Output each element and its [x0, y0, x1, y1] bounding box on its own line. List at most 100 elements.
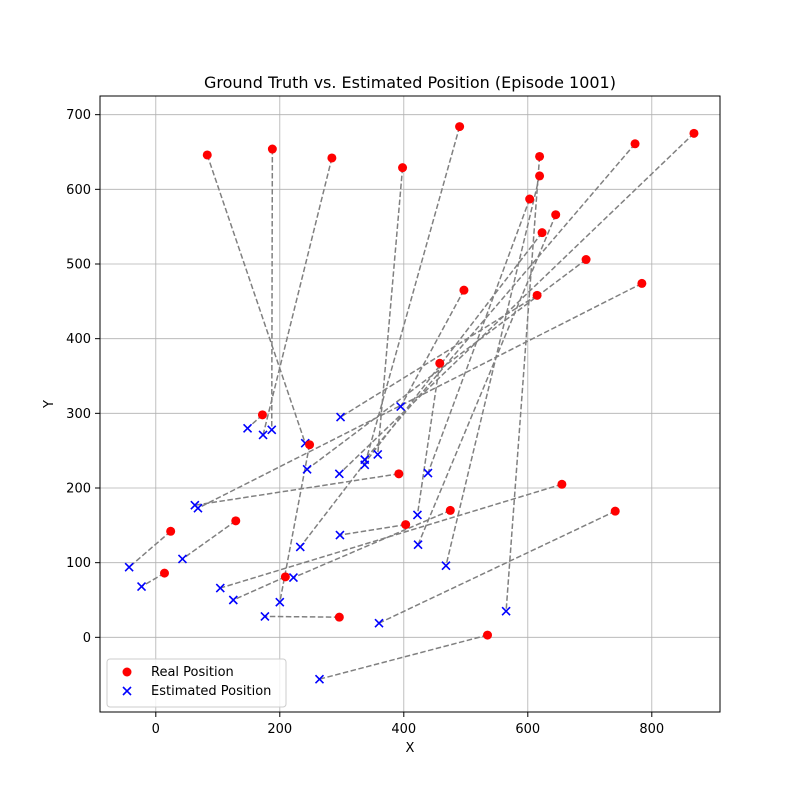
estimated-position-point	[396, 402, 406, 412]
estimated-position-point	[215, 583, 225, 593]
connector-line	[339, 523, 406, 536]
x-axis-label: X	[406, 741, 415, 756]
estimated-position-point	[260, 611, 270, 621]
y-tick-label: 700	[66, 108, 91, 123]
estimated-position-point	[501, 606, 511, 616]
real-position-point	[551, 210, 561, 220]
legend-box	[106, 658, 287, 708]
real-position-point	[280, 572, 290, 582]
x-tick-label: 600	[515, 722, 540, 737]
x-tick-label: 200	[267, 722, 292, 737]
real-position-point	[689, 128, 699, 138]
real-position-point	[267, 144, 277, 154]
grid	[100, 96, 720, 712]
estimated-position-point	[242, 423, 253, 433]
connector-line	[264, 615, 340, 618]
connector-line	[182, 520, 237, 560]
estimated-position-point	[190, 500, 200, 510]
connector-line	[262, 157, 333, 436]
connector-line	[364, 143, 636, 461]
connector-line	[445, 175, 541, 566]
connector-line	[206, 154, 306, 444]
connector-line	[299, 232, 543, 548]
real-position-point	[257, 410, 267, 420]
y-tick-label: 200	[66, 482, 91, 497]
estimated-position-point	[258, 430, 268, 440]
real-position-point	[455, 122, 465, 132]
connector-line	[416, 363, 441, 515]
y-tick-label: 0	[83, 631, 91, 646]
connector-line	[417, 214, 557, 546]
connector-line	[364, 126, 461, 466]
estimated-position-point	[335, 412, 346, 422]
real-position-point	[305, 440, 315, 450]
x-tick-label: 0	[152, 722, 160, 737]
chart-title: Ground Truth vs. Estimated Position (Epi…	[204, 73, 616, 92]
estimated-points	[124, 402, 511, 684]
real-position-point	[581, 255, 591, 265]
legend-real-marker	[122, 667, 132, 677]
connector-line	[128, 530, 172, 568]
real-position-point	[525, 194, 535, 204]
legend: Real Position Estimated Position	[106, 658, 287, 708]
estimated-position-point	[335, 530, 345, 540]
plot-frame	[99, 95, 721, 713]
real-position-point	[401, 520, 411, 530]
estimated-position-point	[374, 618, 384, 628]
estimated-position-point	[228, 595, 238, 605]
connector-line	[505, 156, 541, 612]
connector-line	[270, 149, 274, 430]
estimated-position-point	[136, 581, 147, 592]
real-position-point	[166, 526, 176, 536]
real-position-point	[435, 358, 445, 368]
real-position-point	[231, 516, 241, 526]
estimated-position-point	[334, 469, 344, 479]
estimated-position-point	[441, 561, 451, 571]
legend-real-label: Real Position	[151, 665, 234, 680]
estimated-position-point	[275, 597, 285, 607]
legend-estimated-marker	[122, 686, 132, 696]
real-position-point	[637, 278, 647, 288]
real-position-point	[394, 469, 404, 479]
connector-line	[400, 289, 465, 407]
connector-line	[293, 509, 451, 579]
estimated-position-point	[423, 468, 433, 478]
x-tick-label: 400	[391, 722, 416, 737]
real-position-point	[202, 150, 212, 160]
real-position-point	[535, 171, 545, 181]
real-position-point	[535, 151, 545, 161]
estimated-position-point	[288, 573, 299, 583]
estimated-position-point	[302, 464, 312, 474]
real-position-point	[610, 506, 620, 516]
connector-line	[340, 294, 538, 418]
estimated-position-point	[413, 540, 423, 550]
connector-line	[197, 282, 643, 509]
estimated-position-point	[295, 542, 305, 552]
connector-line	[194, 473, 399, 506]
legend-estimated-label: Estimated Position	[151, 684, 271, 699]
y-tick-label: 600	[66, 183, 91, 198]
y-axis-label: Y	[42, 400, 57, 409]
connector-line	[338, 132, 695, 475]
axis-ticks: 0 200 400 600 800 0 100 200 300 400 500 600 700	[66, 108, 664, 737]
connector-line	[319, 634, 488, 680]
connector-line	[378, 510, 616, 624]
real-position-point	[459, 285, 469, 295]
connector-line	[427, 198, 531, 474]
real-position-point	[557, 479, 567, 489]
estimated-position-point	[314, 674, 325, 684]
real-position-point	[630, 139, 640, 149]
real-position-point	[532, 290, 542, 300]
x-tick-label: 800	[639, 722, 664, 737]
real-position-point	[327, 153, 337, 163]
y-tick-label: 500	[66, 258, 91, 273]
connector-line	[220, 483, 563, 589]
real-position-point	[483, 630, 492, 640]
real-position-point	[398, 163, 408, 173]
estimated-position-point	[177, 554, 188, 564]
estimated-position-point	[412, 510, 423, 520]
real-points	[159, 122, 699, 640]
estimated-position-point	[373, 449, 383, 459]
estimated-position-point	[267, 425, 277, 435]
